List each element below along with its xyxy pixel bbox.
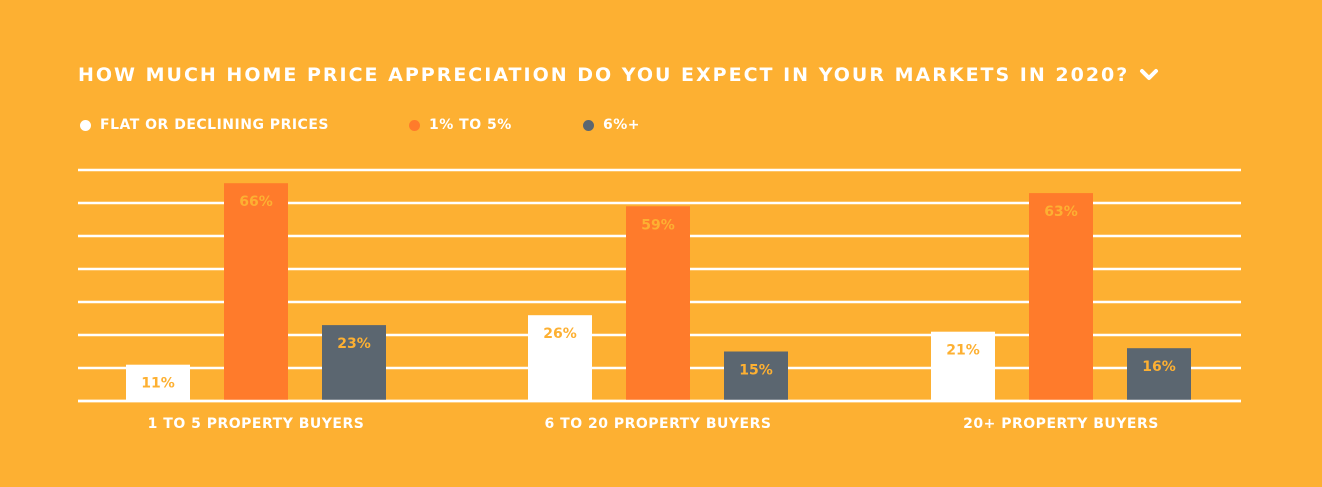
chart-title-text: HOW MUCH HOME PRICE APPRECIATION DO YOU … [78,64,1130,86]
category-label: 6 TO 20 PROPERTY BUYERS [545,416,772,432]
legend-dot-flat [80,119,91,131]
legend-item-6-plus: 6%+ [583,117,640,133]
bar-value-label: 59% [641,217,675,233]
bar-value-label: 66% [239,194,273,210]
chart-legend: FLAT OR DECLINING PRICES 1% TO 5% 6%+ [80,117,640,133]
chevron-down-icon [1140,69,1159,80]
category-label: 1 TO 5 PROPERTY BUYERS [148,416,365,432]
bar-value-label: 16% [1142,359,1176,375]
bar [931,331,995,401]
bar-value-label: 11% [141,376,175,392]
bar-value-label: 15% [739,363,773,379]
bar-value-label: 23% [337,336,371,352]
bar-value-label: 63% [1044,204,1078,220]
bar [1127,348,1191,401]
bar [528,315,592,401]
bar [322,325,386,401]
legend-label-flat: FLAT OR DECLINING PRICES [100,117,329,133]
bar [224,183,288,401]
bar [1029,193,1093,401]
bar-value-label: 21% [946,343,980,359]
bar [126,364,190,401]
bar-value-label: 26% [543,326,577,342]
legend-dot-6-plus [583,119,594,131]
legend-dot-1-to-5 [409,119,420,131]
legend-item-flat: FLAT OR DECLINING PRICES [80,117,409,133]
category-label: 20+ PROPERTY BUYERS [963,416,1159,432]
legend-item-1-to-5: 1% TO 5% [409,117,583,133]
legend-label-1-to-5: 1% TO 5% [429,117,512,133]
chart-title: HOW MUCH HOME PRICE APPRECIATION DO YOU … [78,64,1159,86]
bar [626,206,690,401]
legend-label-6-plus: 6%+ [603,117,640,133]
bar [724,351,788,401]
